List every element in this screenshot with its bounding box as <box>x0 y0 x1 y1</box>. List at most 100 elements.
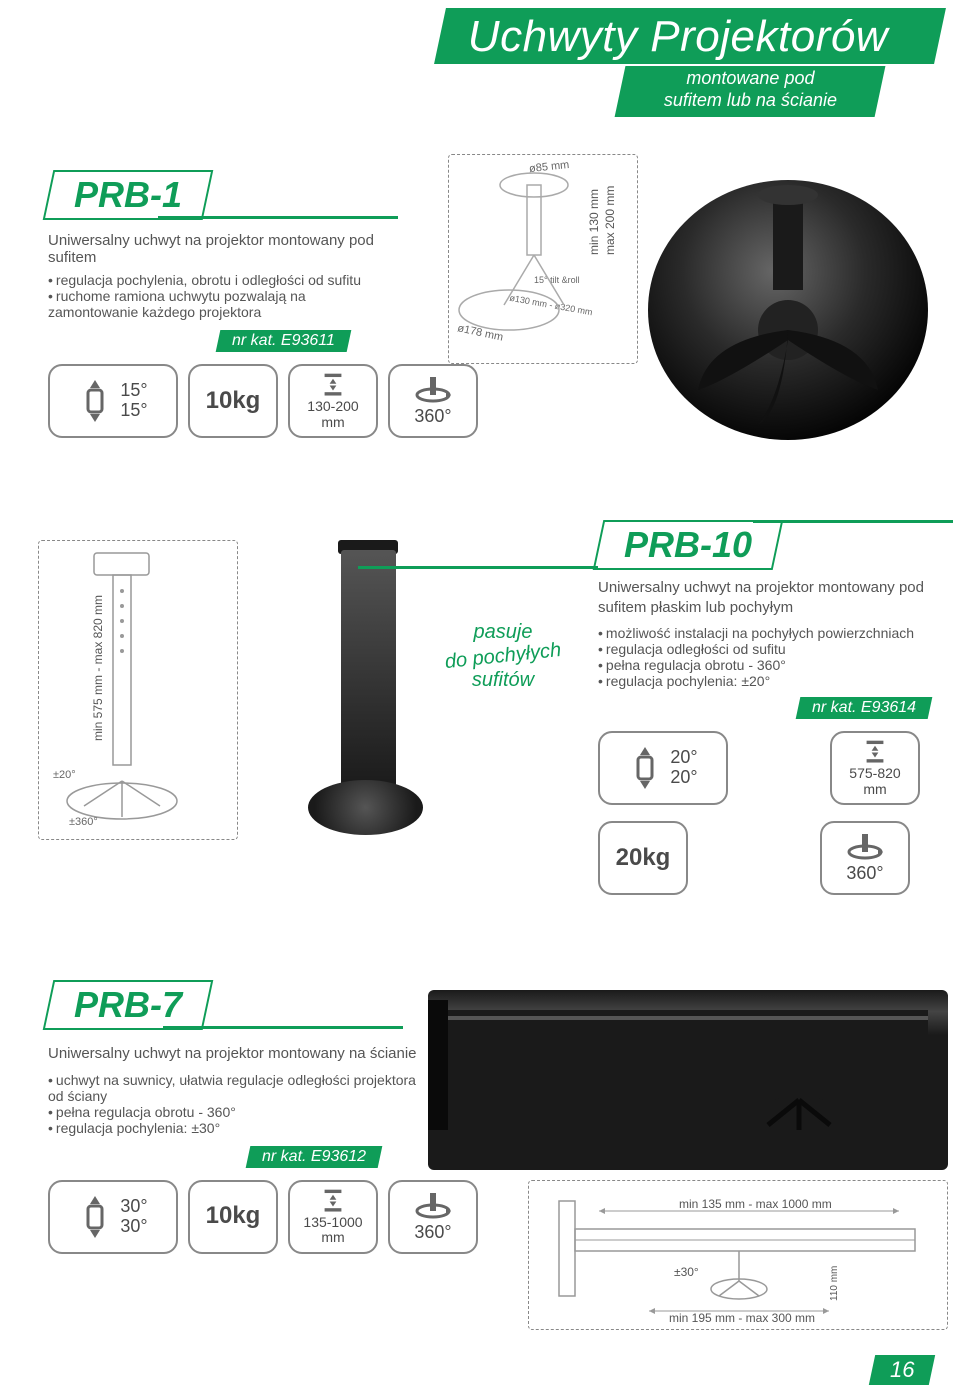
prb7-description: Uniwersalny uchwyt na projektor montowan… <box>48 1044 418 1136</box>
prb10-pole <box>341 550 396 790</box>
tilt-icon <box>78 376 112 426</box>
prb7-diag-top: min 135 mm - max 1000 mm <box>679 1197 832 1211</box>
chip-tilt: 20° 20° <box>598 731 728 805</box>
prb7-product-photo <box>428 990 948 1170</box>
chip-height: 135-1000 mm <box>288 1180 378 1254</box>
prb7-diag-bottom: min 195 mm - max 300 mm <box>669 1311 815 1325</box>
prb10-sketch-icon <box>39 541 239 841</box>
nrkat-badge: nr kat. E93612 <box>246 1146 383 1168</box>
prb10-description: Uniwersalny uchwyt na projektor montowan… <box>598 578 958 689</box>
prb10-diag-tilt: ±20° <box>53 769 76 781</box>
header-subtitle-box: montowane pod sufitem lub na ścianie <box>615 66 886 117</box>
chip-weight: 10kg <box>188 364 278 438</box>
chip-height: 130-200 mm <box>288 364 378 438</box>
prb10-rightcol: PRB-10 Uniwersalny uchwyt na projektor m… <box>598 520 960 895</box>
chip-weight: 20kg <box>598 821 688 895</box>
section-prb1: PRB-1 Uniwersalny uchwyt na projektor mo… <box>48 170 908 438</box>
prb7-bullet: uchwyt na suwnicy, ułatwia regulacje odl… <box>48 1072 418 1104</box>
section-prb7: PRB-7 Uniwersalny uchwyt na projektor mo… <box>48 930 928 1254</box>
header-title: Uchwyty Projektorów <box>468 12 922 62</box>
product-label-prb7: PRB-7 <box>43 980 214 1030</box>
prb1-bullet: ruchome ramiona uchwytu pozwalają na zam… <box>48 288 378 320</box>
tilt-down: 20° <box>670 768 697 788</box>
prb1-tech-drawing: ø85 mm min 130 mm max 200 mm 15° tilt &r… <box>448 154 638 364</box>
nrkat-text: nr kat. E93612 <box>262 1148 366 1166</box>
prb10-diag-vlabel: min 575 mm - max 820 mm <box>91 595 105 741</box>
prb7-bullet: pełna regulacja obrotu - 360° <box>48 1104 418 1120</box>
rotation-icon <box>413 1191 453 1221</box>
rotation-icon <box>413 375 453 405</box>
header-subtitle-line1: montowane pod <box>644 68 856 90</box>
tech-sketch-icon <box>449 155 639 365</box>
tilt-up: 30° <box>120 1197 147 1217</box>
product-label-text: PRB-10 <box>624 524 752 566</box>
prb10-bullet: pełna regulacja obrotu - 360° <box>598 657 958 673</box>
prb10-nrkat-wrap: nr kat. E93614 <box>798 697 960 719</box>
header-subtitle-line2: sufitem lub na ścianie <box>644 90 856 112</box>
prb7-diag-vert: 110 mm <box>829 1266 840 1301</box>
nrkat-text: nr kat. E93611 <box>232 332 335 350</box>
tilt-down: 15° <box>120 401 147 421</box>
weight-value: 20kg <box>616 844 671 871</box>
product-label-text: PRB-7 <box>74 984 182 1026</box>
height-unit: mm <box>303 1230 362 1245</box>
height-icon <box>319 372 347 397</box>
height-unit: mm <box>307 415 358 430</box>
nrkat-text: nr kat. E93614 <box>812 699 916 717</box>
tilt-icon <box>628 743 662 793</box>
nrkat-badge: nr kat. E93614 <box>796 697 933 719</box>
prb7-title: Uniwersalny uchwyt na projektor montowan… <box>48 1044 418 1064</box>
decor-line <box>753 520 953 523</box>
prb7-bullet: regulacja pochylenia: ±30° <box>48 1120 418 1136</box>
height-unit: mm <box>849 782 900 797</box>
chip-rotation: 360° <box>388 1180 478 1254</box>
prb7-diag-angle: ±30° <box>674 1265 699 1279</box>
chip-tilt: 15° 15° <box>48 364 178 438</box>
prb10-bullet: regulacja odległości od sufitu <box>598 641 958 657</box>
tilt-up: 20° <box>670 748 697 768</box>
chip-weight: 10kg <box>188 1180 278 1254</box>
chip-height: 575-820 mm <box>830 731 920 805</box>
product-label-prb1: PRB-1 <box>43 170 214 220</box>
height-range: 130-200 <box>307 399 358 414</box>
rotation-icon <box>845 832 885 862</box>
nrkat-badge: nr kat. E93611 <box>216 330 352 352</box>
page-header: Uchwyty Projektorów montowane pod sufite… <box>320 8 940 117</box>
height-icon <box>861 739 889 764</box>
page-number: 16 <box>890 1357 914 1383</box>
prb7-diagram: min 135 mm - max 1000 mm ±30° 110 mm min… <box>528 1180 948 1330</box>
decor-line <box>158 216 398 219</box>
weight-value: 10kg <box>206 387 261 414</box>
chip-rotation: 360° <box>388 364 478 438</box>
prb10-chips-row1: 20° 20° 575-820 mm <box>598 731 960 805</box>
chip-rotation: 360° <box>820 821 910 895</box>
decor-line <box>358 566 598 569</box>
decor-line <box>163 1026 403 1029</box>
tilt-icon <box>78 1192 112 1242</box>
chip-tilt: 30° 30° <box>48 1180 178 1254</box>
arm-silhouette-icon <box>428 990 948 1170</box>
prb1-description: Uniwersalny uchwyt na projektor montowan… <box>48 232 378 320</box>
rotation-value: 360° <box>414 407 451 427</box>
mount-silhouette-icon <box>648 180 928 440</box>
prb10-bullet: regulacja pochylenia: ±20° <box>598 673 958 689</box>
prb1-bullet: regulacja pochylenia, obrotu i odległośc… <box>48 272 378 288</box>
header-title-box: Uchwyty Projektorów <box>434 8 946 64</box>
prb10-bullet: możliwość instalacji na pochyłych powier… <box>598 625 958 641</box>
rotation-value: 360° <box>414 1223 451 1243</box>
prb10-diag-rot: ±360° <box>69 816 98 828</box>
weight-value: 10kg <box>206 1202 261 1229</box>
height-icon <box>319 1188 347 1213</box>
prb10-base <box>308 780 423 835</box>
prb10-chips-row2: 20kg 360° <box>598 821 960 895</box>
tilt-up: 15° <box>120 381 147 401</box>
prb1-product-photo <box>648 180 928 440</box>
product-label-prb10: PRB-10 <box>593 520 784 570</box>
prb10-curved-text: pasuje do pochyłych sufitów <box>418 620 588 692</box>
product-label-text: PRB-1 <box>74 174 182 216</box>
prb1-title: Uniwersalny uchwyt na projektor montowan… <box>48 232 378 266</box>
rotation-value: 360° <box>846 864 883 884</box>
height-range: 135-1000 <box>303 1215 362 1230</box>
prb10-left-diagram: min 575 mm - max 820 mm ±20° ±360° <box>38 540 238 840</box>
page-number-badge: 16 <box>868 1355 935 1385</box>
